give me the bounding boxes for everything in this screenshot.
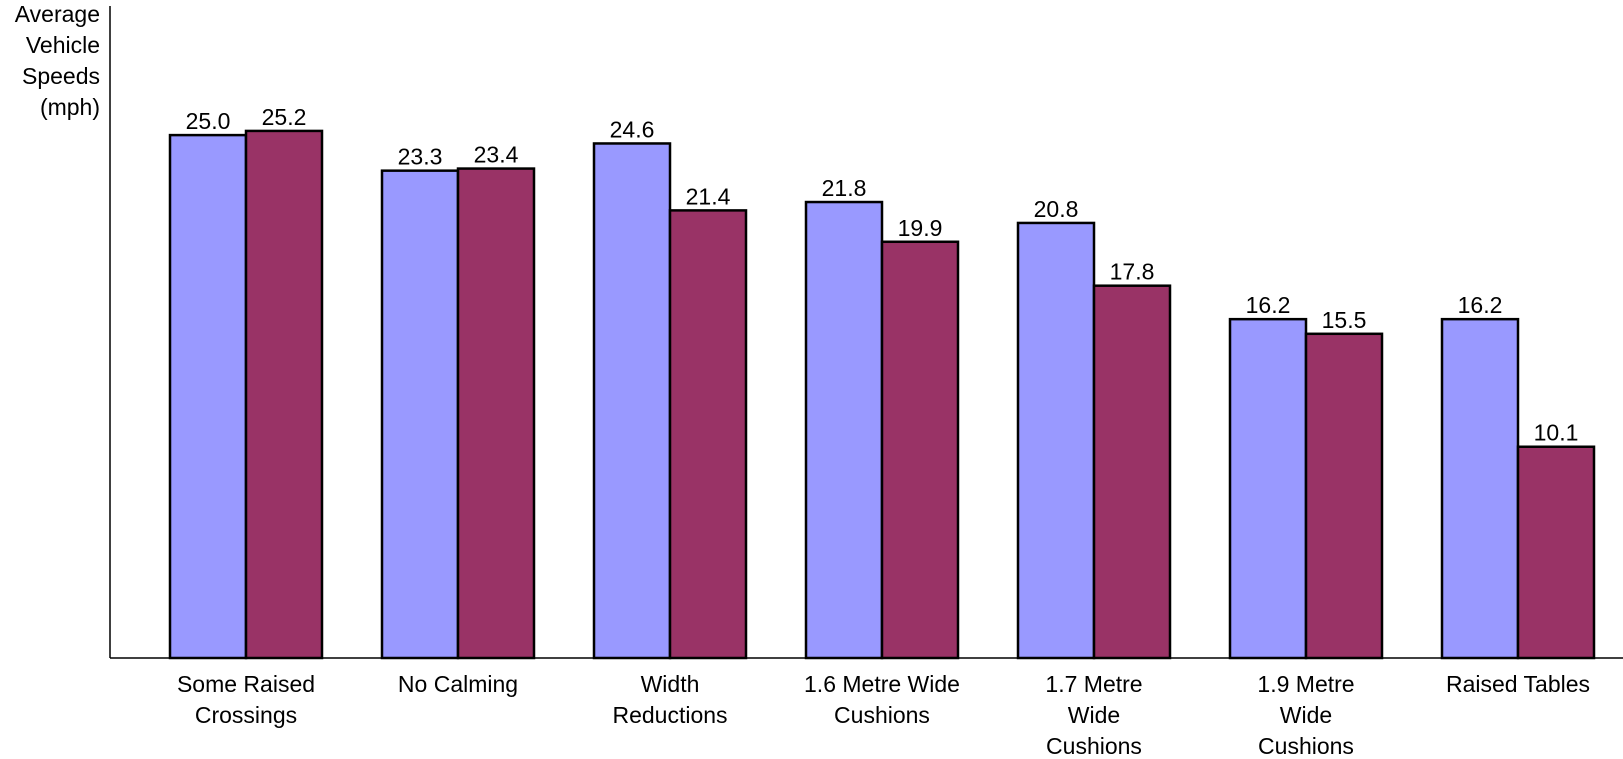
bar-1 [592,142,672,660]
x-tick-label: Width [641,671,700,697]
x-tick-label: Reductions [612,702,727,728]
bar-1 [1440,317,1520,660]
x-tick-label: Wide [1068,702,1120,728]
bar-2 [668,209,748,660]
data-label: 19.9 [898,215,943,241]
data-label: 21.8 [822,175,867,201]
bar-2 [456,167,536,660]
bar-1 [804,200,884,660]
x-tick-label: 1.7 Metre [1045,671,1142,697]
data-label: 23.3 [398,144,443,170]
x-tick-label: No Calming [398,671,518,697]
data-labels-group: 25.0 25.2 23.3 23.4 24.6 21.4 21.8 19.9 20.8 17.8… [186,104,1579,446]
bar-1 [168,133,248,660]
x-tick-label: Cushions [834,702,930,728]
x-tick-label: Some Raised [177,671,315,697]
y-axis-label-line: Speeds [22,63,100,89]
x-tick-label: Cushions [1258,733,1354,759]
data-label: 16.2 [1458,292,1503,318]
x-tick-label: 1.9 Metre [1257,671,1354,697]
bar-1 [380,169,460,660]
data-label: 25.2 [262,104,307,130]
bar-1 [1228,317,1308,660]
data-label: 16.2 [1246,292,1291,318]
bar-2 [1304,332,1384,660]
bar-2 [880,240,960,660]
data-label: 10.1 [1534,420,1579,446]
y-axis-label-line: Vehicle [26,32,100,58]
data-label: 25.0 [186,108,231,134]
y-axis-label-line: (mph) [40,94,100,120]
x-tick-label: 1.6 Metre Wide [804,671,960,697]
data-label: 17.8 [1110,259,1155,285]
x-tick-label: Wide [1280,702,1332,728]
data-label: 20.8 [1034,196,1079,222]
bars-group [168,129,1596,660]
y-axis-label: Average Vehicle Speeds (mph) [15,1,100,120]
y-axis-label-line: Average [15,1,100,27]
bar-1 [1016,221,1096,660]
x-tick-label: Raised Tables [1446,671,1590,697]
x-tick-label: Crossings [195,702,297,728]
bar-2 [1516,445,1596,660]
x-tick-labels-group: Some Raised Crossings No Calming Width Reduc… [177,671,1590,759]
data-label: 24.6 [610,116,655,142]
data-label: 23.4 [474,142,519,168]
bar-2 [1092,284,1172,660]
data-label: 21.4 [686,183,731,209]
x-tick-label: Cushions [1046,733,1142,759]
bar-2 [244,129,324,660]
data-label: 15.5 [1322,307,1367,333]
